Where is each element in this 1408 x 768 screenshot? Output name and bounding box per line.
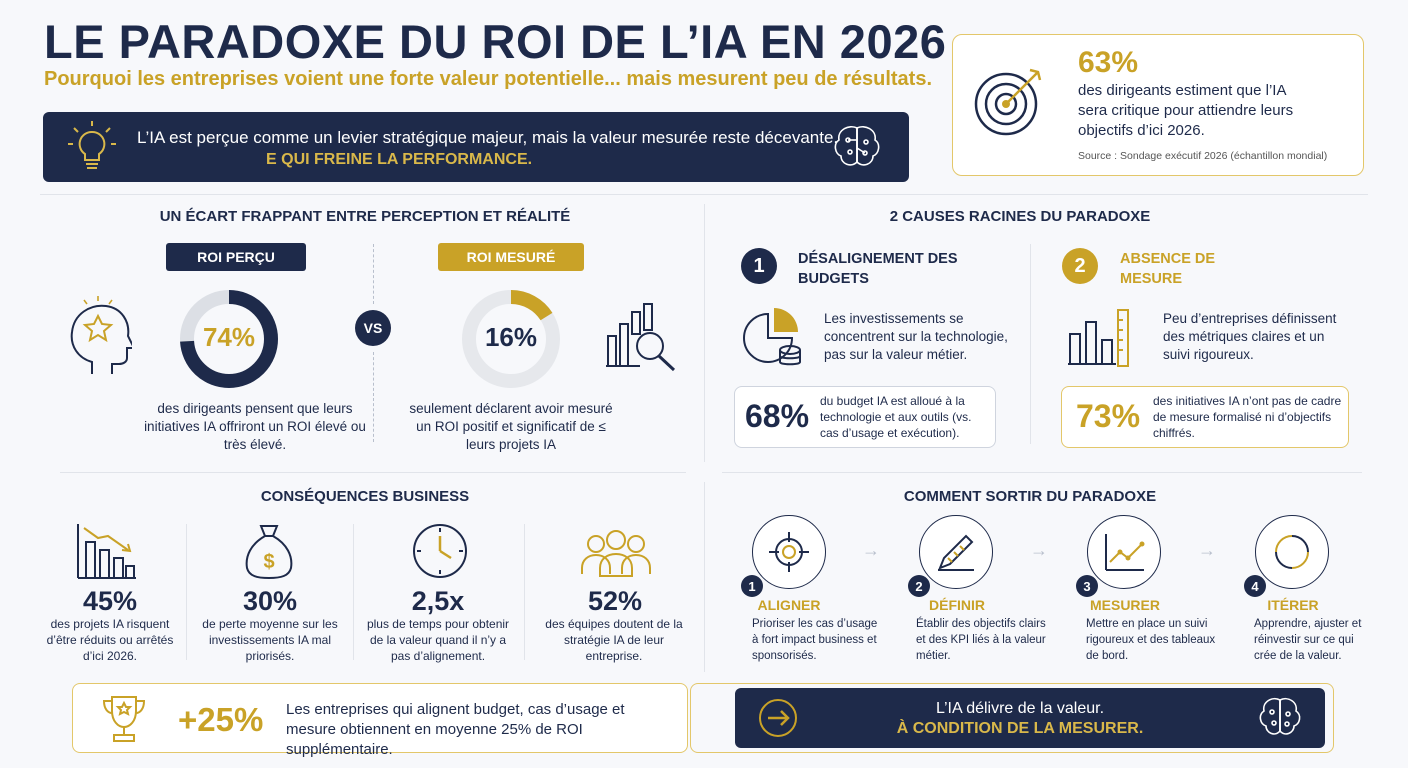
cause-1-stat-box (734, 386, 996, 448)
line-chart-icon (1105, 534, 1145, 571)
versus-divider (373, 352, 374, 442)
step-3-circle (1087, 515, 1161, 589)
footer-text: Les entreprises qui alignent budget, cas… (286, 701, 625, 758)
target-icon (974, 68, 1042, 136)
section-divider (60, 472, 686, 473)
brain-circuit-icon (1259, 697, 1301, 735)
consequence-1-text: des projets IA risquent d’être réduits o… (46, 617, 174, 663)
key-stat-text: des dirigeants estiment que l’IA sera cr… (1078, 82, 1294, 139)
consequences-section-title: CONSÉQUENCES BUSINESS (260, 488, 470, 505)
measured-roi-text: seulement déclarent avoir mesuré un ROI … (409, 401, 613, 452)
arrow-right-icon (759, 699, 797, 737)
step-4-title: ITÉRER (1267, 597, 1319, 613)
consequence-3-value: 2,5x (411, 586, 465, 616)
cause-2-text: Peu d’entreprises définissent des métriq… (1163, 311, 1337, 362)
step-1-title: ALIGNER (757, 597, 821, 613)
step-1-circle (752, 515, 826, 589)
cause-1-number: 1 (741, 248, 777, 284)
ruler-chart-icon (1068, 309, 1129, 367)
key-stat-source: Source : Sondage exécutif 2026 (échantil… (1078, 150, 1328, 162)
chart-magnifier-icon (606, 303, 676, 372)
cause-2-stat-text: des initiatives IA n’ont pas de cadre de… (1153, 394, 1342, 440)
consequence-3-text: plus de temps pour obtenir de la valeur … (366, 617, 510, 663)
versus-divider (373, 244, 374, 304)
step-arrow-icon: → (862, 540, 880, 560)
measured-roi-donut (462, 290, 560, 388)
page-title: LE PARADOXE DU ROI DE L’IA EN 2026 (44, 15, 947, 68)
brain-circuit-icon (834, 125, 880, 166)
consequence-4-value: 52% (587, 586, 643, 616)
cause-2-title: ABSENCE DE MESURE (1120, 251, 1216, 287)
measured-roi-percent: 16% (484, 322, 538, 352)
consequence-divider (186, 524, 187, 660)
step-3-title: MESURER (1089, 597, 1160, 613)
pencil-ruler-icon (938, 534, 974, 571)
page-subtitle: Pourquoi les entreprises voient une fort… (44, 68, 933, 90)
consequence-divider (353, 524, 354, 660)
lightbulb-icon (68, 121, 116, 169)
step-3-number: 3 (1076, 575, 1098, 597)
section-divider (40, 194, 1368, 195)
perceived-roi-donut (180, 290, 278, 388)
footer-stat-box (72, 683, 688, 753)
consequence-4-text: des équipes doutent de la stratégie IA d… (545, 617, 683, 663)
people-icon (581, 530, 651, 577)
intro-banner (43, 112, 909, 182)
footer-cta-line1: L’IA délivre de la valeur. (935, 700, 1105, 717)
versus-badge: VS (355, 310, 391, 346)
cycle-arrows-icon (1275, 535, 1309, 569)
cause-divider (1030, 244, 1031, 444)
trophy-icon (102, 696, 146, 742)
step-4-number: 4 (1244, 575, 1266, 597)
gap-section-title: UN ÉCART FRAPPANT ENTRE PERCEPTION ET RÉ… (159, 208, 571, 225)
footer-cta-outline (690, 683, 1334, 753)
head-star-icon (70, 296, 132, 374)
cause-2-stat-box (1061, 386, 1349, 448)
solutions-section-title: COMMENT SORTIR DU PARADOXE (903, 488, 1157, 505)
svg-text:$: $ (263, 551, 274, 573)
section-divider-vertical (704, 482, 705, 672)
step-2-number: 2 (908, 575, 930, 597)
measured-roi-label: ROI MESURÉ (438, 243, 584, 271)
key-stat-card (952, 34, 1364, 176)
step-2-title: DÉFINIR (929, 597, 985, 613)
cause-1-stat-text: du budget IA est alloué à la technologie… (820, 394, 972, 440)
banner-highlight: E QUI FREINE LA PERFORMANCE. (266, 151, 533, 168)
cause-1-title: DÉSALIGNEMENT DES BUDGETS (798, 251, 958, 287)
cause-1-stat: 68% (745, 398, 810, 434)
pie-coins-icon (743, 308, 801, 366)
money-bag-icon: $ (245, 525, 293, 580)
consequence-2-text: de perte moyenne sur les investissements… (202, 617, 338, 663)
cause-2-number: 2 (1062, 248, 1098, 284)
step-2-text: Établir des objectifs clairs et des KPI … (916, 618, 1046, 662)
cause-1-text: Les investissements se concentrent sur l… (824, 311, 1008, 362)
declining-bar-chart-icon (77, 524, 136, 579)
footer-cta-line2: À CONDITION DE LA MESURER. (896, 720, 1144, 737)
perceived-roi-label: ROI PERÇU (166, 243, 306, 271)
perceived-roi-percent: 74% (202, 322, 256, 352)
banner-text: L’IA est perçue comme un levier stratégi… (137, 128, 839, 147)
perceived-roi-text: des dirigeants pensent que leurs initiat… (144, 401, 366, 452)
footer-cta-banner (735, 688, 1325, 748)
footer-percent: +25% (178, 701, 264, 738)
step-4-circle (1255, 515, 1329, 589)
consequence-divider (524, 524, 525, 660)
cause-2-stat: 73% (1076, 398, 1141, 434)
key-stat-percent: 63% (1078, 46, 1139, 79)
section-divider-vertical (704, 204, 705, 462)
step-arrow-icon: → (1030, 540, 1048, 560)
step-3-text: Mettre en place un suivi rigoureux et de… (1086, 618, 1216, 662)
consequence-1-value: 45% (82, 586, 138, 616)
step-2-circle (919, 515, 993, 589)
step-arrow-icon: → (1198, 540, 1216, 560)
crosshair-icon (769, 532, 809, 572)
step-1-number: 1 (741, 575, 763, 597)
consequence-2-value: 30% (242, 586, 298, 616)
section-divider (722, 472, 1362, 473)
step-4-text: Apprendre, ajuster et réinvestir sur ce … (1254, 618, 1362, 662)
clock-icon (413, 524, 467, 578)
step-1-text: Prioriser les cas d’usage à fort impact … (752, 618, 878, 662)
causes-section-title: 2 CAUSES RACINES DU PARADOXE (889, 208, 1151, 225)
